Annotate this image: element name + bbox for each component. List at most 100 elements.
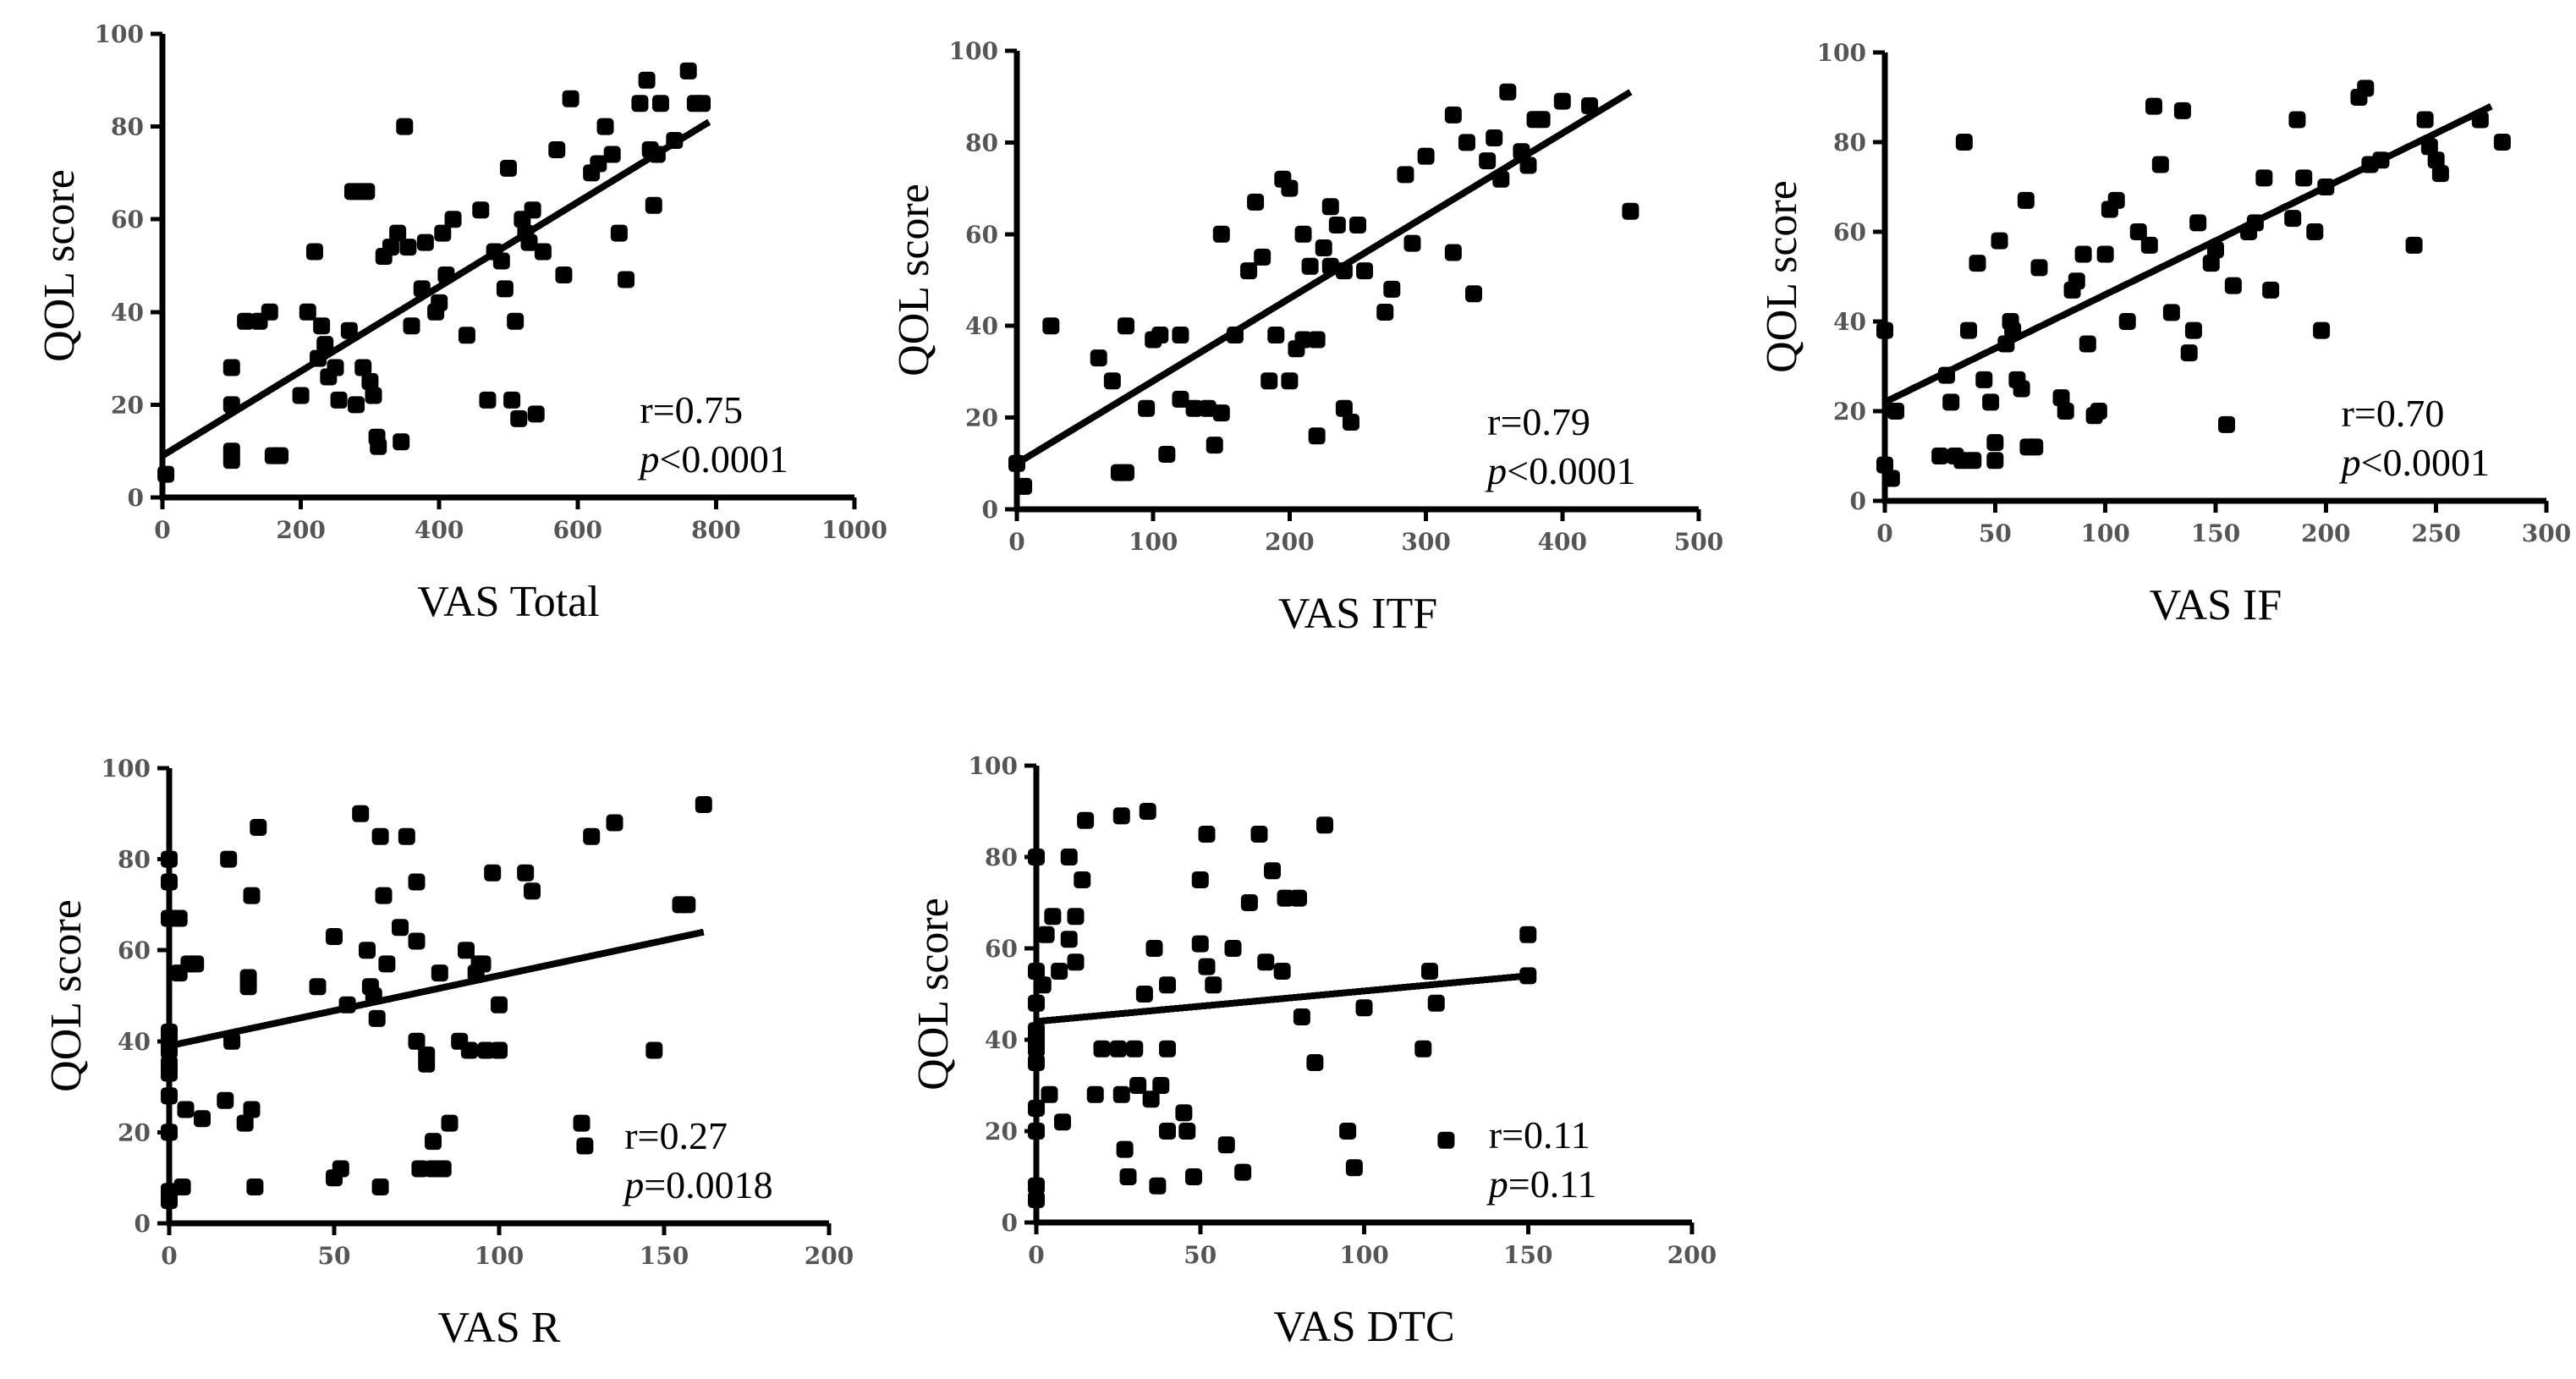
data-point [340,321,358,339]
data-point [1247,193,1265,211]
stat-p-value: <0.0001 [659,437,788,481]
data-point [1044,908,1062,926]
data-point [217,1091,234,1109]
data-point [1444,106,1462,124]
stat-p-value: =0.0018 [644,1163,772,1206]
x-tick-label: 0 [154,516,170,544]
x-tick-label: 50 [318,1242,351,1270]
data-point [2079,335,2096,353]
data-point [161,873,178,891]
x-tick-label: 200 [2301,519,2350,547]
y-tick-label: 40 [118,1028,151,1056]
data-point [434,224,452,242]
data-point [173,1178,191,1195]
data-point [510,409,528,427]
data-point [477,1041,495,1059]
data-point [236,1114,254,1132]
data-point [368,1009,386,1027]
data-point [161,1064,178,1082]
data-point [1112,1085,1130,1103]
data-point [354,359,372,376]
data-point [1074,871,1091,888]
data-point [1116,1140,1134,1158]
data-point [1129,1077,1147,1094]
data-point [1109,1040,1127,1058]
data-point [1376,303,1394,321]
data-point [365,387,382,404]
data-point [484,864,502,882]
data-point [261,303,278,321]
y-axis-label: QOL score [890,184,938,376]
data-point [1028,1100,1045,1117]
stat-p-symbol: p [637,437,659,481]
data-point [631,95,649,113]
data-point [1054,1113,1071,1131]
x-tick-label: 500 [1674,528,1723,556]
data-point [2052,389,2070,407]
data-point [1444,244,1462,261]
y-tick-label: 20 [985,1118,1018,1146]
y-tick-label: 60 [118,937,151,964]
data-point [359,942,376,959]
data-point [326,928,343,946]
data-point [1955,134,1973,151]
data-point [1198,958,1216,975]
data-point [507,312,525,330]
data-point [327,359,344,376]
data-point [246,1178,264,1195]
data-point [1294,331,1312,349]
regression-line [1883,103,2493,405]
data-point [309,978,327,996]
data-point [503,391,521,409]
y-tick-label: 0 [1002,1209,1018,1237]
x-tick-label: 150 [640,1242,689,1270]
data-point [645,196,662,214]
data-point [524,201,541,219]
regression-line [168,928,705,1050]
data-point [1254,248,1272,266]
data-point [2306,223,2324,240]
data-point [679,62,697,80]
data-point [1240,262,1258,280]
data-point [2218,415,2236,433]
data-point [2416,111,2434,129]
data-point [1191,935,1209,953]
y-tick-label: 60 [1833,218,1866,246]
data-point [2262,281,2280,299]
data-point [1172,327,1189,344]
data-point [1028,963,1045,980]
data-point [1159,1040,1176,1058]
stat-r: r=0.11 [1489,1113,1590,1156]
data-point [2295,169,2313,187]
data-point [695,796,712,814]
data-point [222,359,240,376]
stat-p: p<0.0001 [1485,449,1635,492]
data-point [1261,372,1278,390]
data-point [527,405,545,423]
data-point [1345,1159,1363,1177]
data-point [1519,926,1537,943]
x-tick-label: 200 [1667,1241,1716,1269]
data-point [1308,427,1326,445]
data-point [1281,372,1299,390]
data-point [292,387,310,404]
data-point [1427,994,1445,1012]
data-point [2140,236,2158,254]
y-tick-label: 100 [969,752,1018,780]
data-point [411,1160,429,1178]
data-point [496,280,514,298]
data-point [1301,257,1319,275]
x-tick-label: 100 [2080,519,2129,547]
data-point [161,1124,178,1141]
data-point [161,1192,178,1210]
data-point [606,814,623,832]
data-point [1067,908,1085,926]
y-tick-label: 80 [118,846,151,874]
data-point [1042,317,1060,335]
data-point [1991,232,2008,250]
data-point [500,159,517,177]
data-point [1159,976,1176,994]
y-axis-label: QOL score [36,169,84,362]
data-point [1145,940,1163,957]
data-point [316,336,334,354]
